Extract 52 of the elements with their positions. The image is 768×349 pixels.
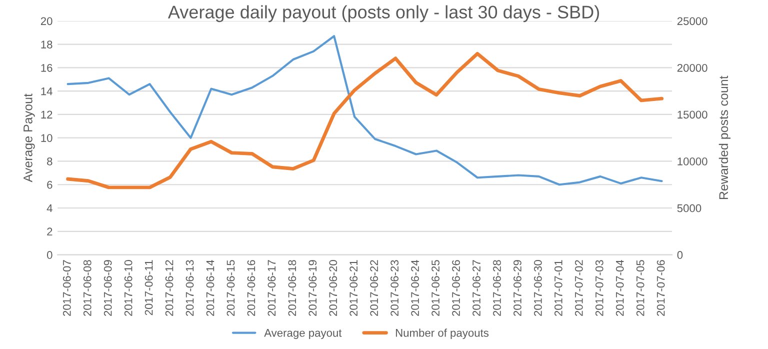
x-tick-label: 2017-06-11 xyxy=(144,260,153,316)
x-tick-label: 2017-06-07 xyxy=(62,260,71,316)
x-tick-label: 2017-06-24 xyxy=(411,260,419,316)
legend-label: Number of payouts xyxy=(396,328,489,339)
x-tick-label: 2017-06-30 xyxy=(534,260,542,316)
y-tick-label: 4 xyxy=(46,204,52,212)
y-tick-label: 6 xyxy=(47,180,52,189)
y-axis-title: Average Payout xyxy=(24,94,35,182)
x-tick-label: 2017-06-09 xyxy=(104,260,112,316)
x-tick-label: 2017-06-12 xyxy=(165,260,174,316)
x-tick-label: 2017-06-13 xyxy=(186,260,194,316)
x-tick-label: 2017-06-22 xyxy=(370,260,378,316)
x-tick-label: 2017-06-23 xyxy=(390,260,399,316)
x-tick-label: 2017-06-17 xyxy=(268,260,276,316)
y-tick-label: 0 xyxy=(46,251,52,259)
x-tick-label: 2017-07-06 xyxy=(656,260,665,316)
x-tick-label: 2017-06-10 xyxy=(124,260,132,316)
x-tick-label: 2017-06-26 xyxy=(452,260,460,316)
x-tick-label: 2017-07-03 xyxy=(595,260,604,316)
y-tick-label: 14 xyxy=(41,87,52,96)
y2-tick-label: 25000 xyxy=(677,17,708,26)
x-tick-label: 2017-06-08 xyxy=(83,260,92,316)
x-tick-label: 2017-06-28 xyxy=(493,260,501,316)
x-tick-label: 2017-06-20 xyxy=(329,260,338,316)
x-tick-label: 2017-06-15 xyxy=(226,260,235,316)
y-tick-label: 12 xyxy=(41,110,52,118)
x-tick-label: 2017-07-04 xyxy=(616,260,624,316)
y-tick-label: 10 xyxy=(41,134,52,142)
y2-tick-label: 15000 xyxy=(678,110,708,119)
y2-tick-label: 5000 xyxy=(677,204,702,212)
x-tick-label: 2017-06-14 xyxy=(206,260,214,316)
y2-tick-label: 20000 xyxy=(677,64,708,72)
y-tick-label: 16 xyxy=(41,64,52,72)
x-tick-label: 2017-06-27 xyxy=(472,260,480,316)
x-tick-label: 2017-07-01 xyxy=(554,260,562,316)
y2-axis-title: Rewarded posts count xyxy=(718,76,731,200)
y2-tick-label: 0 xyxy=(677,251,683,259)
y2-tick-label: 10000 xyxy=(678,158,708,166)
legend-label: Average payout xyxy=(264,329,342,339)
x-tick-label: 2017-07-02 xyxy=(574,260,583,316)
x-tick-label: 2017-06-21 xyxy=(350,260,358,316)
x-tick-label: 2017-06-29 xyxy=(514,260,522,316)
x-tick-label: 2017-06-18 xyxy=(288,260,296,316)
x-tick-label: 2017-06-16 xyxy=(247,260,256,316)
y-tick-label: 18 xyxy=(41,40,52,48)
y-tick-label: 8 xyxy=(47,158,52,166)
y-tick-label: 2 xyxy=(47,228,52,236)
x-tick-label: 2017-06-19 xyxy=(308,260,317,316)
chart-title: Average daily payout (posts only - last 30 days - SBD) xyxy=(168,5,599,22)
x-tick-label: 2017-07-05 xyxy=(636,260,644,316)
x-tick-label: 2017-06-25 xyxy=(432,260,440,316)
y-tick-label: 20 xyxy=(40,17,52,26)
